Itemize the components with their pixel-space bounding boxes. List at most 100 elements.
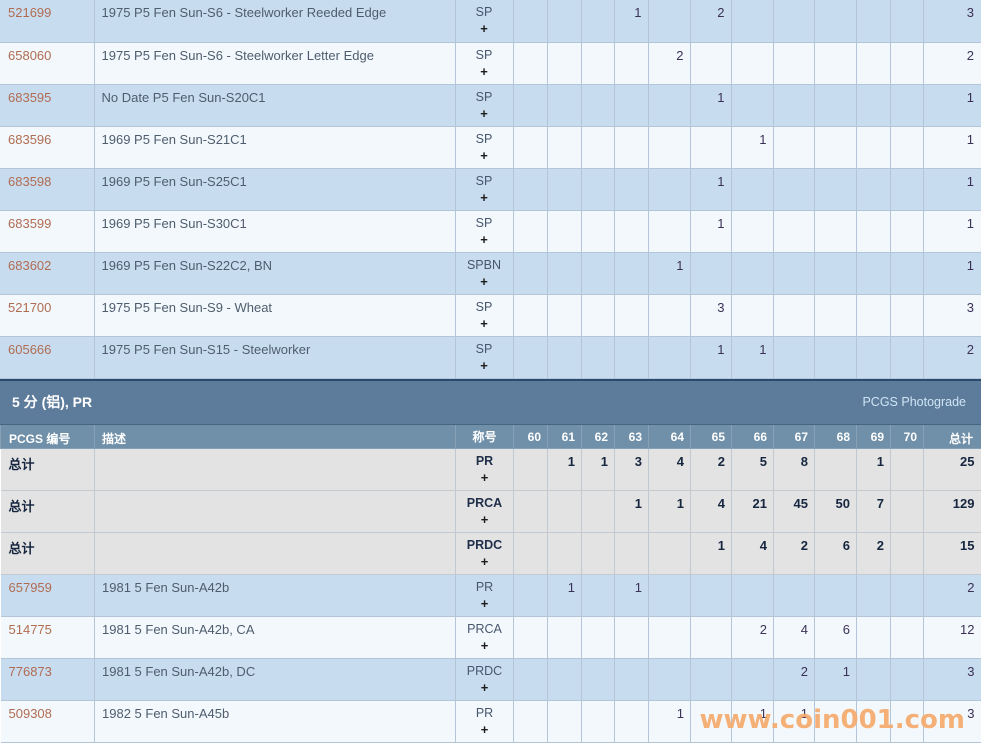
total-cell: 3 [922,0,981,43]
grade-cell-69 [855,335,891,379]
table-row: 683599 1969 P5 Fen Sun-S30C1 SP +1 1 [0,209,981,253]
plus-expander[interactable]: + [480,189,488,205]
plus-expander[interactable]: + [480,680,489,695]
grade-cell-69 [856,700,891,743]
plus-expander[interactable]: + [480,596,489,611]
grade-cell-62: 1 [581,448,615,491]
pcgs-number-link[interactable]: 683595 [8,89,52,105]
grade-cell-70 [890,448,924,491]
plus-expander[interactable]: + [480,470,489,485]
pcgs-number-cell: 776873 [0,658,95,701]
plus-expander[interactable]: + [480,231,488,247]
grade-cell-64 [648,658,691,701]
pcgs-number-link[interactable]: 521700 [8,299,52,315]
grade-cell-64 [648,616,691,659]
total-cell: 3 [923,700,981,743]
grade-cell-64: 1 [647,251,691,295]
grade-cell-62 [580,125,615,169]
pcgs-number-cell: 605666 [0,335,95,379]
header-designation: 称号 [455,424,514,449]
grade-cell-62 [580,335,615,379]
grade-cell-70 [890,532,924,575]
sp-population-table: 521699 1975 P5 Fen Sun-S6 - Steelworker R… [0,0,981,379]
pcgs-number-link[interactable]: 514775 [8,622,52,637]
grade-cell-65: 4 [690,490,732,533]
grade-cell-60 [513,490,548,533]
description-cell: 1969 P5 Fen Sun-S22C2, BN [93,251,456,295]
total-cell: 12 [923,616,981,659]
grade-cell-67 [773,574,815,617]
header-total: 总计 [923,424,981,449]
plus-expander[interactable]: + [480,21,488,36]
designation-cell: PRDC + [455,532,514,575]
grade-cell-63 [614,658,649,701]
pcgs-number-link[interactable]: 605666 [8,341,52,357]
pcgs-number-link[interactable]: 683599 [8,215,52,231]
table-row: 605666 1975 P5 Fen Sun-S15 - Steelworker S… [0,335,981,379]
grade-cell-70 [889,167,924,211]
designation-cell: PRDC + [455,658,514,701]
plus-expander[interactable]: + [480,273,488,289]
plus-expander[interactable]: + [480,357,488,373]
designation-cell: SP + [454,335,514,379]
designation-label: PR [475,580,494,594]
pcgs-number-link[interactable]: 683602 [8,257,52,273]
grade-cell-67 [772,293,815,337]
plus-expander[interactable]: + [480,147,488,163]
header-grade-61: 61 [547,424,582,449]
pcgs-number-link[interactable]: 683596 [8,131,52,147]
grade-cell-63 [613,83,649,127]
pcgs-number-link[interactable]: 657959 [8,580,52,595]
grade-cell-70 [889,41,924,85]
grade-cell-61 [546,251,582,295]
designation-cell: PR + [455,700,514,743]
grade-cell-63 [613,41,649,85]
grade-cell-68 [813,293,857,337]
grade-cell-68 [814,448,857,491]
grade-cell-67 [772,83,815,127]
grade-cell-62 [580,0,615,43]
grade-cell-68: 6 [814,532,857,575]
grade-cell-64 [647,0,691,43]
total-cell: 25 [923,448,981,491]
pcgs-number-link[interactable]: 521699 [8,5,52,20]
pcgs-number-link[interactable]: 509308 [8,706,52,721]
table-row: 509308 1982 5 Fen Sun-A45b PR +1 1 1 3 [0,700,981,743]
grade-cell-61 [546,125,582,169]
total-row-cell: 总计 [0,490,95,533]
header-grade-70: 70 [890,424,924,449]
grade-cell-60 [512,0,548,43]
plus-expander[interactable]: + [480,638,489,653]
pcgs-number-link[interactable]: 776873 [8,664,52,679]
pcgs-number-cell: 658060 [0,41,95,85]
grade-cell-64 [647,83,691,127]
table-row: 514775 1981 5 Fen Sun-A42b, CA PRCA +2 4 6 12 [0,616,981,659]
grade-cell-61 [547,616,582,659]
grade-cell-63 [614,616,649,659]
plus-expander[interactable]: + [480,63,488,79]
grade-cell-67: 8 [773,448,815,491]
designation-cell: PRCA + [455,490,514,533]
grade-cell-61 [546,209,582,253]
grade-cell-68 [813,167,857,211]
total-row-label: 总计 [8,457,35,472]
plus-expander[interactable]: + [480,315,488,331]
grade-cell-64: 1 [648,700,691,743]
grade-cell-60 [512,125,548,169]
grade-cell-69 [855,125,891,169]
description-cell: 1969 P5 Fen Sun-S25C1 [93,167,456,211]
grade-cell-67 [772,167,815,211]
plus-expander[interactable]: + [480,722,489,737]
plus-expander[interactable]: + [480,105,488,121]
pcgs-number-link[interactable]: 683598 [8,173,52,189]
plus-expander[interactable]: + [480,554,489,569]
plus-expander[interactable]: + [480,512,489,527]
grade-cell-61 [546,167,582,211]
pcgs-number-cell: 657959 [0,574,95,617]
grade-cell-69 [855,167,891,211]
photograde-link[interactable]: PCGS Photograde [862,395,966,409]
grade-cell-67: 2 [773,532,815,575]
pcgs-number-link[interactable]: 658060 [8,47,52,63]
grade-cell-68 [813,251,857,295]
grade-cell-63 [613,167,649,211]
